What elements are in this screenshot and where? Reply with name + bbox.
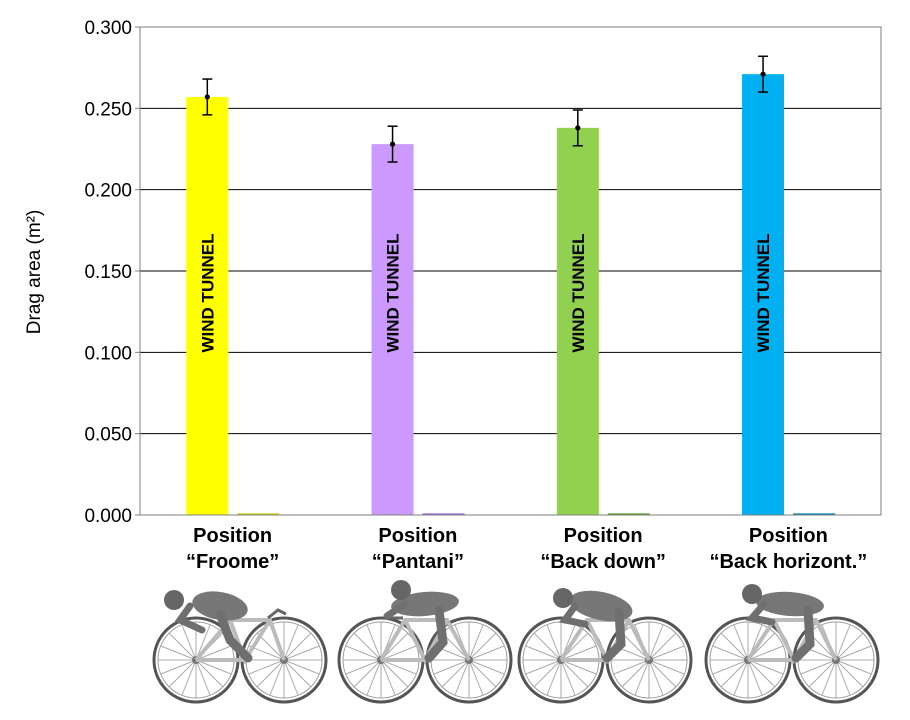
bar-wind-tunnel: [371, 144, 414, 515]
bar-wind-tunnel: [742, 74, 785, 515]
mean-point: [204, 94, 210, 100]
cyclist-froome-icon: [152, 590, 328, 704]
plot-frame: [139, 26, 882, 516]
bar-second-series: [237, 513, 280, 515]
x-category-label: “Pantani”: [372, 551, 464, 573]
bar-label: WIND TUNNEL: [569, 234, 588, 353]
y-tick-label: 0.000: [84, 506, 132, 527]
category-labels: Position “Froome” Position “Pantani” Positio…: [186, 525, 867, 573]
x-category-label: “Back horizont.”: [709, 551, 867, 573]
y-tick-label: 0.050: [84, 425, 132, 446]
x-category-label: Position: [564, 525, 643, 547]
y-tick-label: 0.200: [84, 181, 132, 202]
cyclist-back-down-icon: [517, 588, 693, 704]
y-tick-label: 0.150: [84, 262, 132, 283]
mean-point: [389, 141, 396, 147]
y-tick-label: 0.250: [84, 99, 132, 120]
y-tick-label: 0.100: [84, 343, 132, 364]
x-category-label: “Froome”: [186, 551, 279, 573]
y-tick-label: 0.300: [84, 18, 132, 39]
x-category-label: “Back down”: [540, 551, 666, 573]
y-axis-ticks: 0.000 0.050 0.100 0.150 0.200 0.250 0.300: [84, 18, 140, 527]
x-category-label: Position: [378, 525, 457, 547]
error-bars: [202, 55, 769, 163]
mean-point: [575, 125, 581, 131]
bar-wind-tunnel: [186, 96, 229, 516]
bar-second-series: [793, 513, 836, 515]
bar-wind-tunnel: [556, 127, 599, 515]
mean-point: [760, 71, 766, 77]
cyclist-pantani-icon: [337, 580, 513, 704]
bar-label: WIND TUNNEL: [754, 234, 773, 353]
bar-label: WIND TUNNEL: [198, 234, 217, 353]
bar-second-series: [422, 513, 465, 515]
bar-second-series: [607, 513, 650, 515]
bars: WIND TUNNEL WIND TUNNEL WIND TUNNEL WIND TU…: [186, 74, 836, 516]
x-category-label: Position: [749, 525, 828, 547]
x-category-label: Position: [193, 525, 272, 547]
bar-label: WIND TUNNEL: [384, 234, 403, 353]
cyclist-back-horizontal-icon: [704, 584, 880, 704]
y-axis-label: Drag area (m²): [24, 210, 45, 335]
